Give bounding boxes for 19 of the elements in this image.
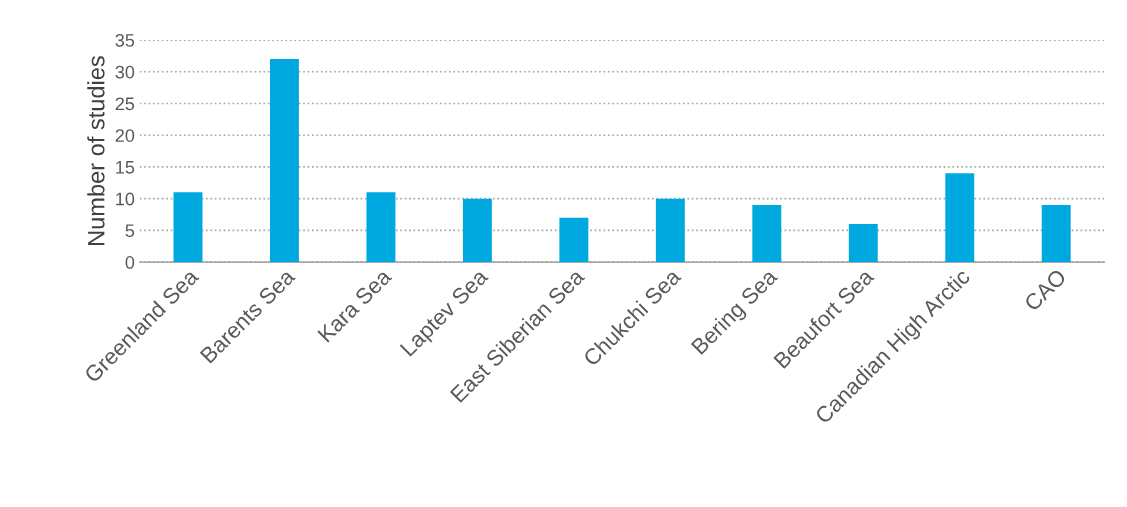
y-tick-label: 0 bbox=[125, 256, 135, 269]
bar bbox=[848, 224, 878, 263]
y-tick-label: 5 bbox=[125, 224, 135, 238]
bar bbox=[462, 198, 492, 263]
y-tick-label: 10 bbox=[116, 192, 135, 206]
y-tick-label: 35 bbox=[115, 33, 135, 47]
bar bbox=[559, 217, 589, 263]
bar bbox=[366, 192, 396, 263]
y-axis-title: Number of studies bbox=[87, 56, 105, 245]
bar bbox=[945, 173, 975, 263]
bar bbox=[752, 205, 782, 263]
y-tick-label: 15 bbox=[116, 161, 135, 174]
bar bbox=[173, 192, 203, 263]
y-tick-label: 20 bbox=[115, 129, 135, 142]
y-tick-label: 30 bbox=[115, 65, 135, 79]
y-tick-label: 25 bbox=[115, 97, 135, 111]
bar bbox=[269, 59, 299, 263]
bar bbox=[1041, 205, 1071, 263]
bar bbox=[655, 198, 685, 263]
